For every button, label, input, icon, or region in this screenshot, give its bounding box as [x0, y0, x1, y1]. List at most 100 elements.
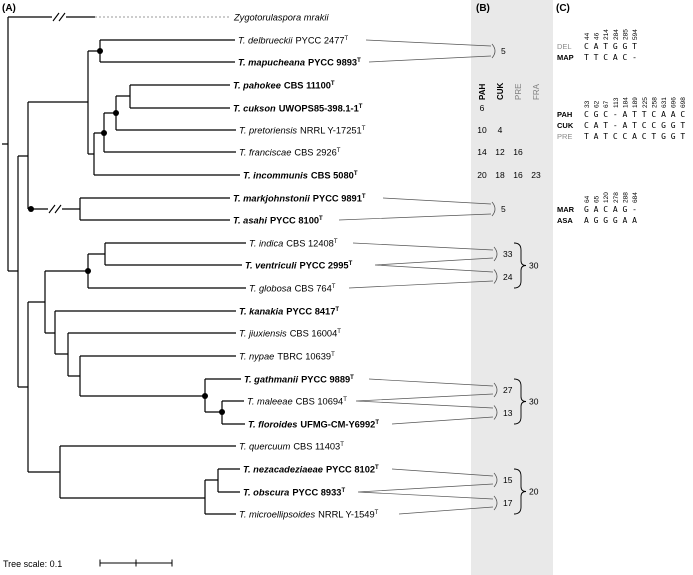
alignment-position: 62: [594, 100, 601, 108]
matrix-value: 10: [477, 125, 487, 135]
support-node-dots: [28, 48, 225, 415]
taxon-label: T. jiuxiensis CBS 16004T: [239, 329, 341, 339]
taxon-label: T. microellipsoides NRRL Y-1549T: [239, 510, 379, 520]
difference-matrix: 6 10 4 14 12 16 20 18 16 23: [477, 103, 541, 180]
matrix-value: 4: [498, 125, 503, 135]
alignment-row-label: MAP: [557, 53, 574, 62]
panel-c-label: (C): [556, 3, 570, 14]
branch-break-icon: [48, 12, 66, 214]
matrix-value: 16: [513, 170, 523, 180]
taxon-label: T. delbrueckii PYCC 2477T: [238, 36, 349, 46]
taxon-label: T. pretoriensis NRRL Y-17251T: [239, 126, 366, 136]
alignment-position: 288: [623, 192, 630, 203]
alignment-position: 684: [632, 192, 639, 203]
taxon-label: T. mapucheana PYCC 9893T: [238, 58, 361, 68]
alignment-position: 64: [584, 195, 591, 203]
pairwise-connector-line: [338, 39, 494, 515]
matrix-header: FRA: [532, 83, 541, 100]
alignment-sequence: A G G G A A: [584, 216, 637, 225]
matrix-value: 18: [495, 170, 505, 180]
alignment-sequence: C A T - A T C C G G T: [584, 121, 685, 130]
tree-scale: Tree scale: 0.1: [3, 559, 173, 569]
alignment-block-pah-cuk-pre: 33 62 67 113 184 189 225 258 631 696 698…: [557, 97, 687, 141]
alignment-position: 284: [613, 29, 620, 40]
pairwise-count: 5: [501, 46, 506, 56]
taxon-label: T. pahokee CBS 11100T: [233, 81, 335, 91]
alignment-row-label: ASA: [557, 216, 573, 225]
alignment-position: 278: [613, 192, 620, 203]
pairwise-count: 13: [503, 408, 513, 418]
pairwise-count: 33: [503, 249, 513, 259]
taxon-label: T. indica CBS 12408T: [249, 239, 338, 249]
alignment-position: 285: [623, 29, 630, 40]
alignment-position: 189: [632, 97, 639, 108]
alignment-position: 214: [603, 29, 610, 40]
matrix-header: PAH: [478, 83, 487, 100]
taxon-label: T. franciscae CBS 2926T: [239, 148, 341, 158]
support-node-dot: [97, 48, 103, 54]
pairwise-count: 5: [501, 204, 506, 214]
alignment-position: 631: [661, 97, 668, 108]
taxa-labels: Zygotorulaspora mrakii T. delbrueckii PYC…: [233, 13, 379, 520]
pairwise-bracket: [491, 43, 498, 511]
tree-scale-label: Tree scale: 0.1: [3, 559, 62, 569]
pairwise-counts: 5 5 33 24 30 27 13 30 15 17 20: [501, 46, 539, 508]
alignment-block-mar-asa: 64 65 120 278 288 684 MAR G A C A G - AS…: [557, 192, 639, 225]
alignment-position: 696: [671, 97, 678, 108]
alignment-row-label: PAH: [557, 110, 572, 119]
alignment-row-label: PRE: [557, 132, 572, 141]
taxon-label: T. markjohnstonii PYCC 9891T: [233, 194, 366, 204]
taxon-label: T. kanakia PYCC 8417T: [239, 307, 339, 317]
taxon-label: T. cukson UWOPS85-398.1-1T: [233, 104, 363, 114]
alignment-position: 46: [594, 32, 601, 40]
alignment-sequence: T T C A C -: [584, 53, 637, 62]
alignment-row-label: MAR: [557, 205, 575, 214]
taxon-label: T. asahi PYCC 8100T: [233, 216, 323, 226]
alignment-position: 65: [594, 195, 601, 203]
pairwise-count: 30: [529, 261, 539, 271]
pairwise-count: 15: [503, 475, 513, 485]
taxon-label: T. incommunis CBS 5080T: [243, 171, 358, 181]
taxon-label: T. globosa CBS 764T: [249, 284, 336, 294]
difference-matrix-headers: PAH CUK PRE FRA: [478, 82, 541, 100]
alignment-position: 67: [603, 100, 610, 108]
alignment-block-del-map: 44 46 214 284 285 594 DEL C A T G G T MA…: [557, 29, 639, 62]
tree-scale-bar: [99, 559, 173, 567]
pairwise-count: 30: [529, 397, 539, 407]
alignment-position: 184: [623, 97, 630, 108]
taxon-label: T. ventriculi PYCC 2995T: [245, 261, 353, 271]
alignment-row-label: CUK: [557, 121, 574, 130]
taxon-label: T. floroides UFMG-CM-Y6992T: [248, 420, 379, 430]
taxon-label: T. obscura PYCC 8933T: [243, 488, 345, 498]
alignment-position: 113: [613, 97, 620, 108]
taxon-label: T. gathmanii PYCC 9889T: [244, 375, 354, 385]
alignment-position: 225: [642, 97, 649, 108]
alignment-position: 44: [584, 32, 591, 40]
matrix-header: PRE: [514, 84, 523, 100]
alignment-sequence: T A T C C A C T G G T: [584, 132, 685, 141]
pairwise-connector-lines: [338, 39, 527, 515]
alignment-sequence: G A C A G -: [584, 205, 637, 214]
panel-b-label: (B): [476, 3, 490, 14]
support-node-dot: [101, 130, 107, 136]
matrix-value: 16: [513, 147, 523, 157]
taxon-label: T. quercuum CBS 11403T: [239, 442, 344, 452]
alignment-position: 594: [632, 29, 639, 40]
panel-b-background: [471, 0, 553, 575]
taxon-label: T. nypae TBRC 10639T: [239, 352, 335, 362]
pairwise-count: 27: [503, 385, 513, 395]
pairwise-count: 24: [503, 272, 513, 282]
group-brace: [513, 242, 527, 515]
support-node-dot: [28, 206, 34, 212]
matrix-value: 23: [531, 170, 541, 180]
matrix-value: 6: [480, 103, 485, 113]
tree-branches: [2, 16, 246, 515]
alignment-row-label: DEL: [557, 42, 572, 51]
support-node-dot: [85, 268, 91, 274]
taxon-label: T. nezacadeziaeae PYCC 8102T: [243, 465, 379, 475]
matrix-header: CUK: [496, 82, 505, 100]
pairwise-count: 20: [529, 487, 539, 497]
alignment-position: 33: [584, 100, 591, 108]
